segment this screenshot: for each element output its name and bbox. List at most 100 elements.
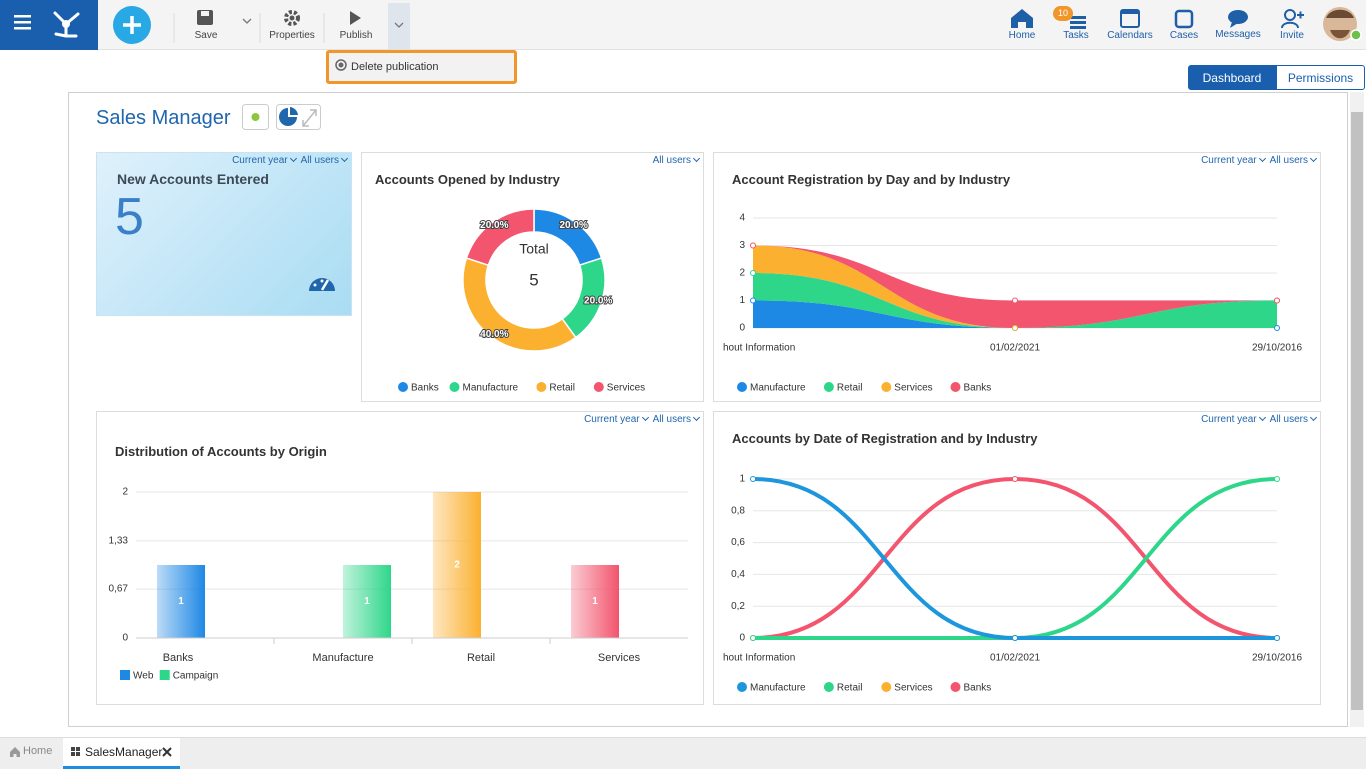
properties-button[interactable]: Properties (269, 30, 315, 41)
data-label: 20.0% (559, 220, 587, 231)
data-label: 1 (178, 596, 184, 607)
x-tick-label: 01/02/2021 (990, 653, 1040, 664)
nav-icons (1011, 7, 1362, 41)
nav-tasks[interactable]: Tasks (1063, 30, 1089, 41)
legend-label: Retail (837, 383, 863, 394)
nav-calendars[interactable]: Calendars (1107, 30, 1153, 41)
dashboard-title: Sales Manager (96, 107, 231, 129)
data-label: 1 (592, 596, 598, 607)
grid-icon (71, 747, 80, 756)
y-tick-label: 1 (739, 295, 745, 306)
legend-swatch (881, 682, 892, 692)
filter[interactable]: All users (1270, 414, 1316, 425)
legend-label: Services (894, 383, 932, 394)
legend-label: Banks (964, 383, 992, 394)
legend-swatch (120, 670, 130, 680)
bar (156, 565, 205, 638)
delete-publication[interactable]: Delete publication (351, 61, 439, 73)
chart: 20.0% 20.0% 40.0% 20.0% Total 5 Banks Manufactu… (398, 208, 645, 394)
y-tick-label: 0,2 (731, 601, 745, 612)
filter[interactable]: Current year (232, 155, 296, 166)
x-tick-label: 29/10/2016 (1252, 343, 1302, 354)
data-label: 40.0% (480, 329, 508, 340)
tab-permissions[interactable]: Permissions (1276, 65, 1365, 90)
footer-bar: Home SalesManager (0, 737, 1366, 769)
y-tick-label: 0 (739, 323, 745, 334)
filter[interactable]: All users (1270, 155, 1316, 166)
filter[interactable]: Current year (584, 414, 648, 425)
chart-title: Accounts Opened by Industry (375, 172, 560, 187)
legend-swatch (881, 382, 892, 392)
nav-home[interactable]: Home (1008, 30, 1036, 41)
publish-button[interactable]: Publish (339, 30, 373, 41)
point (1012, 476, 1018, 482)
point (750, 297, 756, 304)
chart-title: Distribution of Accounts by Origin (115, 444, 327, 459)
legend-label: Services (894, 683, 932, 694)
footer-active-tab[interactable]: SalesManager (63, 738, 180, 769)
point (750, 635, 756, 641)
x-tick-label: Services (598, 652, 641, 664)
area-band (753, 245, 1277, 328)
save-button[interactable]: Save (194, 30, 218, 41)
filter[interactable]: All users (301, 155, 347, 166)
y-tick-label: 1 (739, 474, 745, 485)
legend-swatch (737, 382, 747, 392)
line-widget: 0 0,2 0,4 0,6 0,8 1 hout Information 01/02/2021… (713, 411, 1321, 705)
donut-widget: 20.0% 20.0% 40.0% 20.0% Total 5 Banks Manufactu… (361, 152, 704, 402)
data-label: 20.0% (480, 220, 508, 231)
filter[interactable]: Current year (1201, 414, 1265, 425)
gauge-icon (309, 278, 335, 291)
legend-swatch (536, 382, 547, 392)
title-buttons (242, 104, 321, 130)
y-tick-label: 2 (739, 268, 745, 279)
x-tick-label: Banks (163, 652, 194, 664)
legend-label: Manufacture (750, 383, 806, 394)
scroll-thumb[interactable] (1351, 112, 1363, 710)
filter[interactable]: All users (653, 155, 699, 166)
data-label: 20.0% (584, 295, 612, 306)
donut-slice (462, 257, 577, 352)
data-label: 1 (364, 596, 370, 607)
x-tick-label: Manufacture (312, 652, 373, 664)
y-tick-label: 0,67 (109, 584, 129, 595)
close-icon[interactable] (162, 747, 172, 757)
chart: 0 1 2 3 4 hout Information 01/02/2021 29/10/201… (723, 213, 1302, 394)
filters: Current year All users (1196, 414, 1316, 425)
x-tick-label: 01/02/2021 (990, 343, 1040, 354)
kpi-widget: Current year All users New Accounts Enter… (96, 152, 352, 316)
footer-home-tab[interactable]: Home (23, 745, 53, 757)
center-label: Total (519, 241, 549, 257)
x-tick-label: 29/10/2016 (1252, 653, 1302, 664)
scrollbar[interactable] (1350, 92, 1364, 727)
nav-messages[interactable]: Messages (1215, 29, 1261, 40)
donut-slice (465, 208, 535, 267)
publish-menu: Delete publication (326, 50, 517, 84)
legend-label: Web (133, 671, 154, 682)
chart: 0 0,2 0,4 0,6 0,8 1 hout Information 01/02/2021… (723, 474, 1302, 694)
logo-icons (14, 11, 80, 38)
legend-swatch (950, 682, 961, 692)
filter[interactable]: Current year (1201, 155, 1265, 166)
menu-icon (335, 59, 347, 71)
legend-label: Campaign (173, 671, 219, 682)
legend-label: Banks (964, 683, 992, 694)
filter[interactable]: All users (653, 414, 699, 425)
filters: Current year All users (1196, 155, 1316, 166)
x-tick-label: hout Information (723, 343, 795, 354)
nav-cases[interactable]: Cases (1169, 30, 1199, 41)
donut-slice (533, 208, 603, 267)
filters: Current year All users (579, 414, 699, 425)
kpi-value: 5 (115, 188, 144, 246)
y-tick-label: 0,6 (731, 537, 745, 548)
y-tick-label: 0 (122, 633, 128, 644)
nav-invite[interactable]: Invite (1280, 30, 1304, 41)
y-tick-label: 0,4 (731, 569, 745, 580)
y-tick-label: 0 (739, 633, 745, 644)
point (1274, 476, 1280, 482)
point (750, 476, 756, 482)
y-tick-label: 3 (739, 240, 745, 251)
tab-dashboard[interactable]: Dashboard (1188, 65, 1276, 90)
y-tick-label: 2 (122, 487, 128, 498)
